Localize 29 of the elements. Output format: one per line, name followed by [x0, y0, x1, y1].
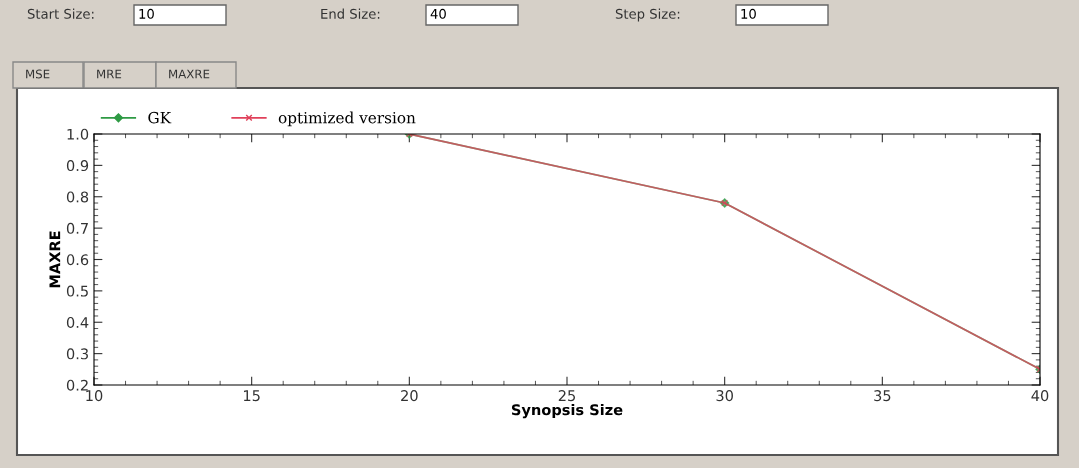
x-tick-label: 15 [243, 390, 260, 402]
x-tick-label: 35 [874, 390, 891, 402]
x-tick-label: 10 [86, 390, 103, 402]
x-axis-title: Synopsis Size [511, 403, 623, 419]
legend-label: optimized version [278, 111, 416, 127]
text: 10 [741, 8, 756, 19]
x-tick-label: 25 [558, 390, 575, 402]
text: MRE [97, 69, 122, 79]
y-tick-label: 0.4 [66, 316, 89, 328]
text: MAXRE [169, 69, 210, 79]
y-tick-label: 0.2 [66, 379, 88, 391]
text: 40 [430, 8, 446, 19]
legend-label: GK [148, 111, 172, 124]
y-tick-label: 0.9 [66, 160, 89, 172]
y-tick-label: 0.5 [66, 285, 88, 297]
y-tick-label: 1.0 [67, 128, 89, 140]
y-tick-label: 0.3 [66, 348, 88, 360]
text: End Size: [321, 8, 380, 19]
x-tick-label: 20 [401, 390, 418, 402]
y-axis-title: MAXRE [49, 231, 61, 288]
text: 10 [139, 8, 154, 19]
x-tick-label: 40 [1031, 390, 1049, 402]
text: Start Size: [27, 8, 94, 19]
text: MSE [26, 69, 50, 79]
text: Step Size: [615, 8, 680, 22]
y-tick-label: 0.6 [66, 254, 89, 266]
y-tick-label: 0.8 [66, 191, 89, 203]
y-tick-label: 0.7 [66, 222, 88, 234]
x-tick-label: 30 [716, 390, 733, 402]
